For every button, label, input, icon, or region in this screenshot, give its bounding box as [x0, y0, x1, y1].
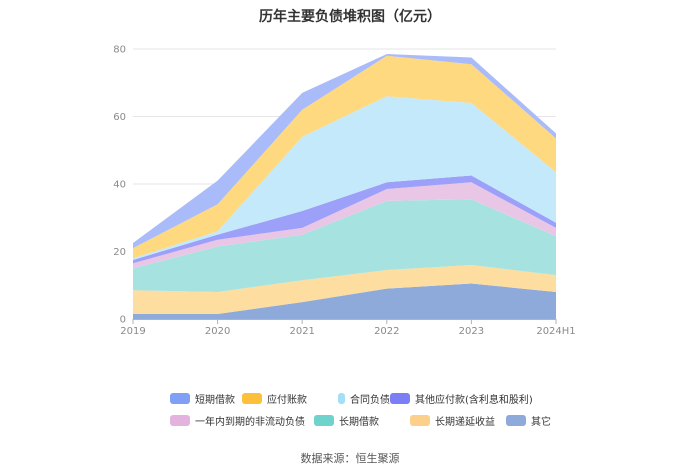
legend-item-contract-liabilities[interactable]: 合同负债	[338, 391, 390, 406]
x-tick-label: 2024H1	[536, 326, 575, 337]
legend-label: 其他应付款(含利息和股利)	[415, 394, 533, 406]
area-series-长期递延收益[interactable]	[133, 265, 556, 314]
legend-label: 其它	[531, 416, 551, 428]
y-tick-label: 20	[113, 247, 126, 258]
legend-label: 长期递延收益	[435, 416, 495, 428]
x-tick-label: 2023	[459, 326, 484, 337]
legend-label: 长期借款	[339, 416, 379, 428]
legend-swatch	[170, 392, 190, 404]
legend-label: 合同负债	[350, 394, 390, 406]
x-tick-label: 2022	[374, 326, 399, 337]
legend-item-long-term-loans[interactable]: 长期借款	[314, 413, 410, 428]
legend-item-deferred-income[interactable]: 长期递延收益	[410, 413, 506, 428]
y-tick-label: 40	[113, 180, 126, 191]
legend-item-other[interactable]: 其它	[506, 413, 556, 428]
y-tick-label: 80	[113, 45, 126, 56]
legend-item-accounts-payable[interactable]: 应付账款	[242, 391, 338, 406]
legend-label: 短期借款	[195, 394, 235, 406]
x-tick-label: 2021	[289, 326, 314, 337]
area-series-其它[interactable]	[133, 283, 556, 319]
legend-item-current-noncurrent-liabilities[interactable]: 一年内到期的非流动负债	[170, 413, 314, 428]
legend-swatch	[170, 414, 190, 426]
y-tick-label: 0	[120, 315, 126, 326]
chart-title: 历年主要负债堆积图（亿元）	[259, 9, 441, 25]
legend-swatch	[314, 414, 334, 426]
data-source: 数据来源：恒生聚源	[300, 452, 400, 465]
legend-swatch	[242, 392, 262, 404]
legend-label: 一年内到期的非流动负债	[195, 416, 305, 428]
legend-swatch	[390, 392, 410, 404]
legend-row: 一年内到期的非流动负债 长期借款 长期递延收益 其它	[170, 410, 570, 430]
legend-row: 短期借款 应付账款 合同负债 其他应付款(含利息和股利)	[170, 388, 570, 408]
legend-swatch	[506, 414, 526, 426]
legend: 短期借款 应付账款 合同负债 其他应付款(含利息和股利) 一年内到期的非流动负债	[170, 388, 570, 432]
area-series-应付账款[interactable]	[133, 55, 556, 259]
legend-item-other-payables[interactable]: 其他应付款(含利息和股利)	[390, 391, 540, 406]
legend-item-short-term-loans[interactable]: 短期借款	[170, 391, 242, 406]
x-tick-label: 2019	[120, 326, 145, 337]
legend-label: 应付账款	[267, 394, 307, 406]
y-tick-label: 60	[113, 112, 126, 123]
area-series-长期借款[interactable]	[133, 199, 556, 292]
area-series-合同负债[interactable]	[133, 96, 556, 260]
legend-swatch	[410, 414, 430, 426]
legend-swatch	[338, 392, 345, 404]
x-tick-label: 2020	[205, 326, 230, 337]
